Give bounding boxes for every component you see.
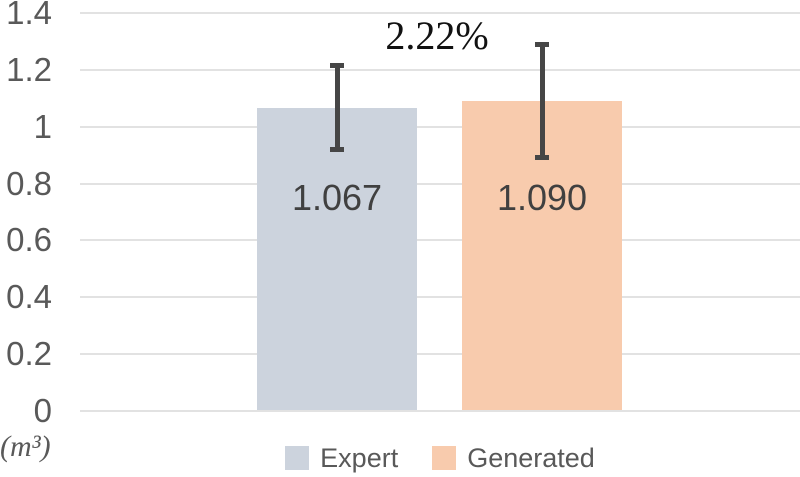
y-axis-tick-label: 1 [33, 107, 52, 145]
error-bar-cap-bottom [330, 147, 344, 153]
gridline-0.6 [80, 239, 800, 242]
legend-swatch-generated [432, 446, 457, 470]
legend-swatch-expert [285, 446, 310, 470]
legend-label: Generated [467, 443, 595, 473]
y-axis-tick-label: 0.4 [6, 278, 52, 315]
legend-item-expert: Expert [285, 443, 398, 473]
y-axis-tick-label: 0.2 [6, 334, 52, 372]
bar-expert [257, 107, 417, 411]
y-axis-tick-label: 1.4 [6, 0, 52, 32]
gridline-1 [80, 125, 800, 128]
gridline-0 [80, 409, 800, 412]
gridline-1.2 [80, 69, 800, 71]
bar-value-label: 1.090 [496, 177, 588, 218]
gridline-1.4 [80, 12, 800, 15]
error-bar-cap-bottom [535, 154, 549, 160]
y-axis-tick-label: 0 [33, 391, 52, 429]
error-bar-cap-top [330, 63, 344, 69]
chart-legend: Expert Generated [80, 442, 800, 474]
error-bar-cap-top [535, 42, 549, 48]
legend-item-generated: Generated [432, 443, 595, 473]
gridline-0.2 [80, 352, 800, 355]
y-axis-tick-label: 0.6 [6, 221, 52, 259]
difference-annotation: 2.22% [385, 13, 489, 58]
y-axis-unit-label: (m³) [0, 430, 51, 463]
error-bar-expert [334, 65, 340, 151]
bar-value-label: 1.067 [291, 177, 383, 218]
y-axis-tick-label: 0.8 [6, 164, 52, 202]
y-axis-tick-label: 1.2 [6, 51, 52, 88]
gridline-0.8 [80, 182, 800, 185]
error-bar-generated [539, 44, 545, 158]
legend-label: Expert [320, 443, 399, 473]
gridline-0.4 [80, 296, 800, 298]
